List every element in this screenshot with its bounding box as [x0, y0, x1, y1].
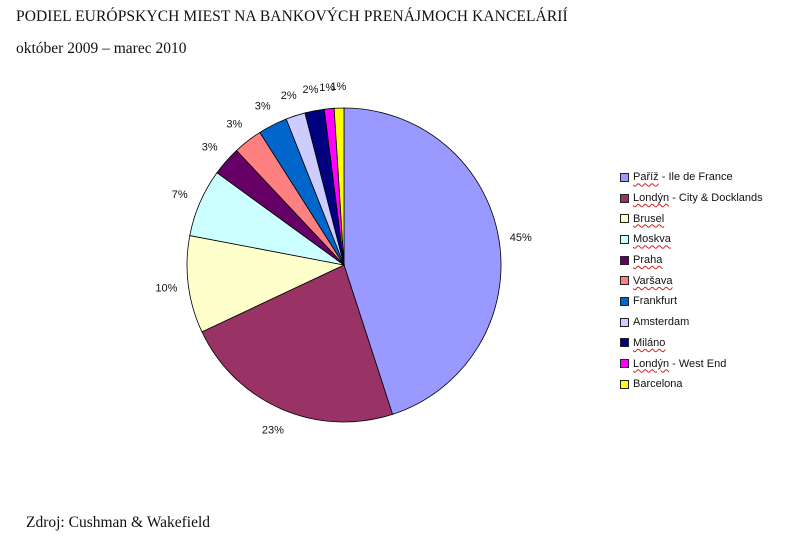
legend-label: Moskva — [633, 233, 671, 246]
legend-item: Paříž - Ile de France — [620, 167, 763, 188]
slice-percent-label: 3% — [202, 142, 218, 154]
legend-swatch — [620, 276, 629, 286]
pie-slice-1 — [343, 107, 502, 415]
slice-percent-label: 2% — [303, 84, 319, 96]
slice-percent-label: 7% — [172, 189, 188, 201]
legend-item: Praha — [620, 250, 763, 271]
slice-percent-label: 3% — [226, 119, 242, 131]
legend-label: Miláno — [633, 336, 666, 349]
pie-slice-11 — [333, 107, 345, 266]
legend-swatch — [620, 338, 629, 348]
legend-swatch — [620, 193, 629, 203]
legend-swatch — [620, 359, 629, 369]
legend-item: Frankfurt — [620, 291, 763, 312]
pie-slice-3 — [186, 235, 346, 333]
slice-percent-label: 2% — [281, 90, 297, 102]
legend-swatch — [620, 214, 629, 224]
legend-label: Paříž - Ile de France — [633, 171, 733, 184]
legend-item: Miláno — [620, 333, 763, 354]
slice-percent-label: 10% — [155, 282, 177, 294]
legend-label: Londýn - City & Docklands — [633, 192, 763, 205]
slice-percent-label: 23% — [262, 424, 284, 436]
legend-label: Barcelona — [633, 378, 683, 391]
legend-item: Londýn - City & Docklands — [620, 188, 763, 209]
pie-slice-2 — [201, 264, 394, 423]
legend-swatch — [620, 296, 629, 306]
legend-swatch — [620, 317, 629, 327]
source-note: Zdroj: Cushman & Wakefield — [26, 514, 211, 531]
legend-swatch — [620, 379, 629, 389]
legend-label: Londýn - West End — [633, 357, 727, 370]
legend-label: Brusel — [633, 212, 665, 225]
legend-label: Frankfurt — [633, 295, 678, 308]
slice-percent-label: 1% — [319, 82, 335, 94]
legend-label: Praha — [633, 254, 663, 267]
legend-item: Varšava — [620, 270, 763, 291]
legend-item: Barcelona — [620, 374, 763, 395]
legend-swatch — [620, 234, 629, 244]
legend-item: Amsterdam — [620, 312, 763, 333]
legend-swatch — [620, 255, 629, 265]
slice-percent-label: 45% — [510, 232, 532, 244]
legend-item: Londýn - West End — [620, 353, 763, 374]
slice-percent-label: 3% — [255, 101, 271, 113]
legend-item: Brusel — [620, 208, 763, 229]
chart-legend: Paříž - Ile de France Londýn - City & Doc… — [620, 167, 763, 395]
legend-item: Moskva — [620, 229, 763, 250]
chart-title: PODIEL EURÓPSKYCH MIEST NA BANKOVÝCH PRE… — [16, 8, 568, 25]
legend-swatch — [620, 172, 629, 182]
slice-percent-label: 1% — [330, 81, 346, 93]
legend-label: Amsterdam — [633, 316, 690, 329]
legend-label: Varšava — [633, 274, 673, 287]
chart-subtitle: október 2009 – marec 2010 — [16, 40, 187, 57]
